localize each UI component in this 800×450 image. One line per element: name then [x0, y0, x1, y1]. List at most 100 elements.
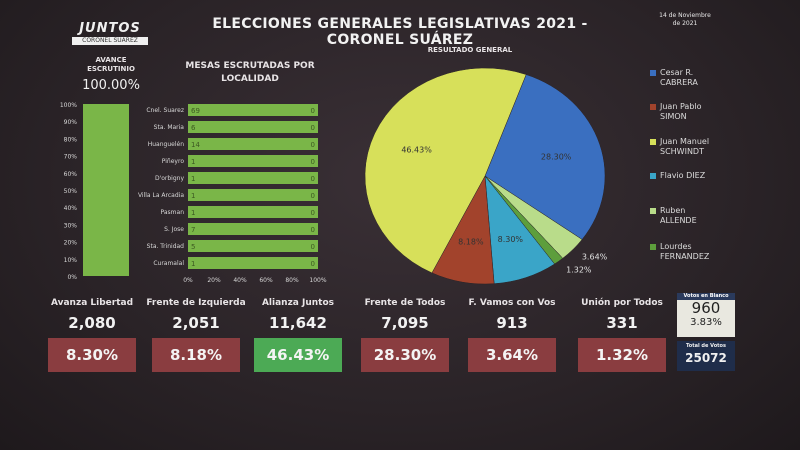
party-name: Avanza Libertad	[50, 298, 134, 308]
avance-tick-label: 10%	[64, 257, 78, 264]
avance-tick-label: 80%	[64, 136, 78, 143]
legend-item: Lourdes FERNANDEZ	[650, 242, 770, 262]
legend-item: Cesar R. CABRERA	[650, 68, 770, 88]
mesas-category-label: S. Jose	[164, 226, 184, 233]
legend-item: Ruben ALLENDE	[650, 206, 770, 226]
date-line-2: de 2021	[672, 20, 698, 27]
date-line-1: 14 de Noviembre	[659, 12, 711, 19]
mesas-bar-remaining: 0	[311, 192, 315, 200]
mesas-x-tick-label: 20%	[207, 277, 221, 284]
mesas-category-label: Sta. Trinidad	[147, 243, 185, 250]
votos-blanco-label: Votos en Blanco	[677, 293, 735, 300]
mesas-bar-count: 1	[191, 158, 195, 166]
mesas-bar-remaining: 0	[311, 124, 315, 132]
mesas-category-label: Curamalal	[153, 260, 184, 267]
mesas-bar-remaining: 0	[311, 158, 315, 166]
pie-slice-label: 3.64%	[582, 253, 608, 262]
mesas-bar-count: 1	[191, 192, 195, 200]
mesas-bar	[188, 155, 318, 167]
mesas-bar-remaining: 0	[311, 107, 315, 115]
votos-blanco-value: 960	[691, 299, 721, 317]
party-name: Frente de Izquierda	[146, 298, 246, 308]
pie-slice-label: 1.32%	[566, 266, 592, 275]
resultado-pie-chart: 28.30% 3.64% 1.32% 8.30% 8.18% 46.43%	[364, 67, 608, 285]
avance-title: AVANCE ESCRUTINIO	[76, 56, 146, 74]
mesas-bar-remaining: 0	[311, 243, 315, 251]
mesas-bar-remaining: 0	[311, 175, 315, 183]
mesas-bar-count: 1	[191, 175, 195, 183]
party-percent-box: 8.18%	[152, 338, 240, 372]
legend-item: Flavio DIEZ	[650, 171, 770, 181]
pie-slice-label: 46.43%	[401, 146, 432, 155]
party-name: Unión por Todos	[581, 298, 663, 308]
mesas-title-line-1: MESAS ESCRUTADAS POR	[185, 61, 315, 71]
pie-slice-label: 28.30%	[541, 152, 572, 161]
avance-tick-label: 0%	[67, 274, 77, 281]
date-label: 14 de Noviembre de 2021	[655, 12, 715, 28]
avance-title-line-2: ESCRUTINIO	[87, 65, 135, 73]
total-votos-value: 25072	[685, 351, 727, 365]
mesas-bar-remaining: 0	[311, 209, 315, 217]
mesas-bar	[188, 206, 318, 218]
legend-label-line-2: SIMON	[660, 112, 687, 121]
legend-label-line-2: ALLENDE	[660, 216, 697, 225]
juntos-logo: JUNTOS CORONEL SUÁREZ	[72, 22, 148, 48]
mesas-bar	[188, 104, 318, 116]
avance-chart: 100% 90% 80% 70% 60% 50% 40% 30% 20% 10% 0%	[60, 102, 129, 281]
pie-slice	[484, 74, 606, 240]
page-title: ELECCIONES GENERALES LEGISLATIVAS 2021 -…	[212, 16, 588, 48]
total-votos-box: Total de Votos 25072	[677, 341, 735, 371]
logo-bottom-text: CORONEL SUÁREZ	[72, 37, 148, 45]
mesas-title: MESAS ESCRUTADAS POR LOCALIDAD	[180, 60, 320, 86]
mesas-category-label: Sta. Maria	[154, 124, 185, 131]
legend-label-line-2: FERNANDEZ	[660, 252, 710, 261]
mesas-x-tick-label: 80%	[285, 277, 299, 284]
party-percent-box: 46.43%	[254, 338, 342, 372]
legend-label-line-1: Juan Manuel	[660, 137, 710, 146]
avance-tick-label: 90%	[64, 119, 78, 126]
mesas-bar-remaining: 0	[311, 260, 315, 268]
mesas-category-label: Huanguelén	[148, 141, 184, 148]
legend-swatch	[650, 70, 656, 76]
avance-tick-label: 100%	[60, 102, 77, 109]
party-votes: 2,080	[68, 314, 116, 332]
avance-tick-label: 40%	[64, 205, 78, 212]
pie-slice	[364, 67, 527, 274]
mesas-x-tick-label: 0%	[183, 277, 193, 284]
legend-swatch	[650, 208, 656, 214]
avance-tick-label: 70%	[64, 154, 78, 161]
party-percent-box: 8.30%	[48, 338, 136, 372]
mesas-bar-count: 1	[191, 260, 195, 268]
avance-tick-label: 50%	[64, 188, 78, 195]
mesas-x-tick-label: 60%	[259, 277, 273, 284]
legend-label-line-1: Lourdes	[660, 242, 692, 251]
mesas-bar-count: 69	[191, 107, 200, 115]
mesas-x-tick-label: 40%	[233, 277, 247, 284]
mesas-bar	[188, 172, 318, 184]
votos-blanco-box: Votos en Blanco 960 3.83%	[677, 293, 735, 337]
avance-value: 100.00%	[82, 78, 140, 93]
mesas-category-label: Pasman	[161, 209, 185, 216]
mesas-bar-remaining: 0	[311, 226, 315, 234]
logo-top-text: JUNTOS	[79, 21, 141, 36]
total-votos-label: Total de Votos	[686, 343, 726, 349]
mesas-bar-count: 7	[191, 226, 195, 234]
votos-blanco-percent: 3.83%	[690, 317, 722, 328]
legend-swatch	[650, 139, 656, 145]
legend-item: Juan Manuel SCHWINDT	[650, 137, 770, 157]
mesas-x-tick-label: 100%	[309, 277, 326, 284]
mesas-bar	[188, 121, 318, 133]
party-name: Alianza Juntos	[261, 298, 335, 308]
party-votes: 331	[606, 314, 638, 332]
legend-swatch	[650, 104, 656, 110]
mesas-bar-count: 5	[191, 243, 195, 251]
legend-label-line-1: Juan Pablo	[660, 102, 702, 111]
avance-tick-label: 20%	[64, 240, 78, 247]
mesas-category-label: Villa La Arcadia	[138, 192, 184, 199]
legend-swatch	[650, 244, 656, 250]
mesas-bar-count: 1	[191, 209, 195, 217]
legend-label-line-2: CABRERA	[660, 78, 698, 87]
legend-item: Juan Pablo SIMON	[650, 102, 770, 122]
mesas-bar	[188, 240, 318, 252]
